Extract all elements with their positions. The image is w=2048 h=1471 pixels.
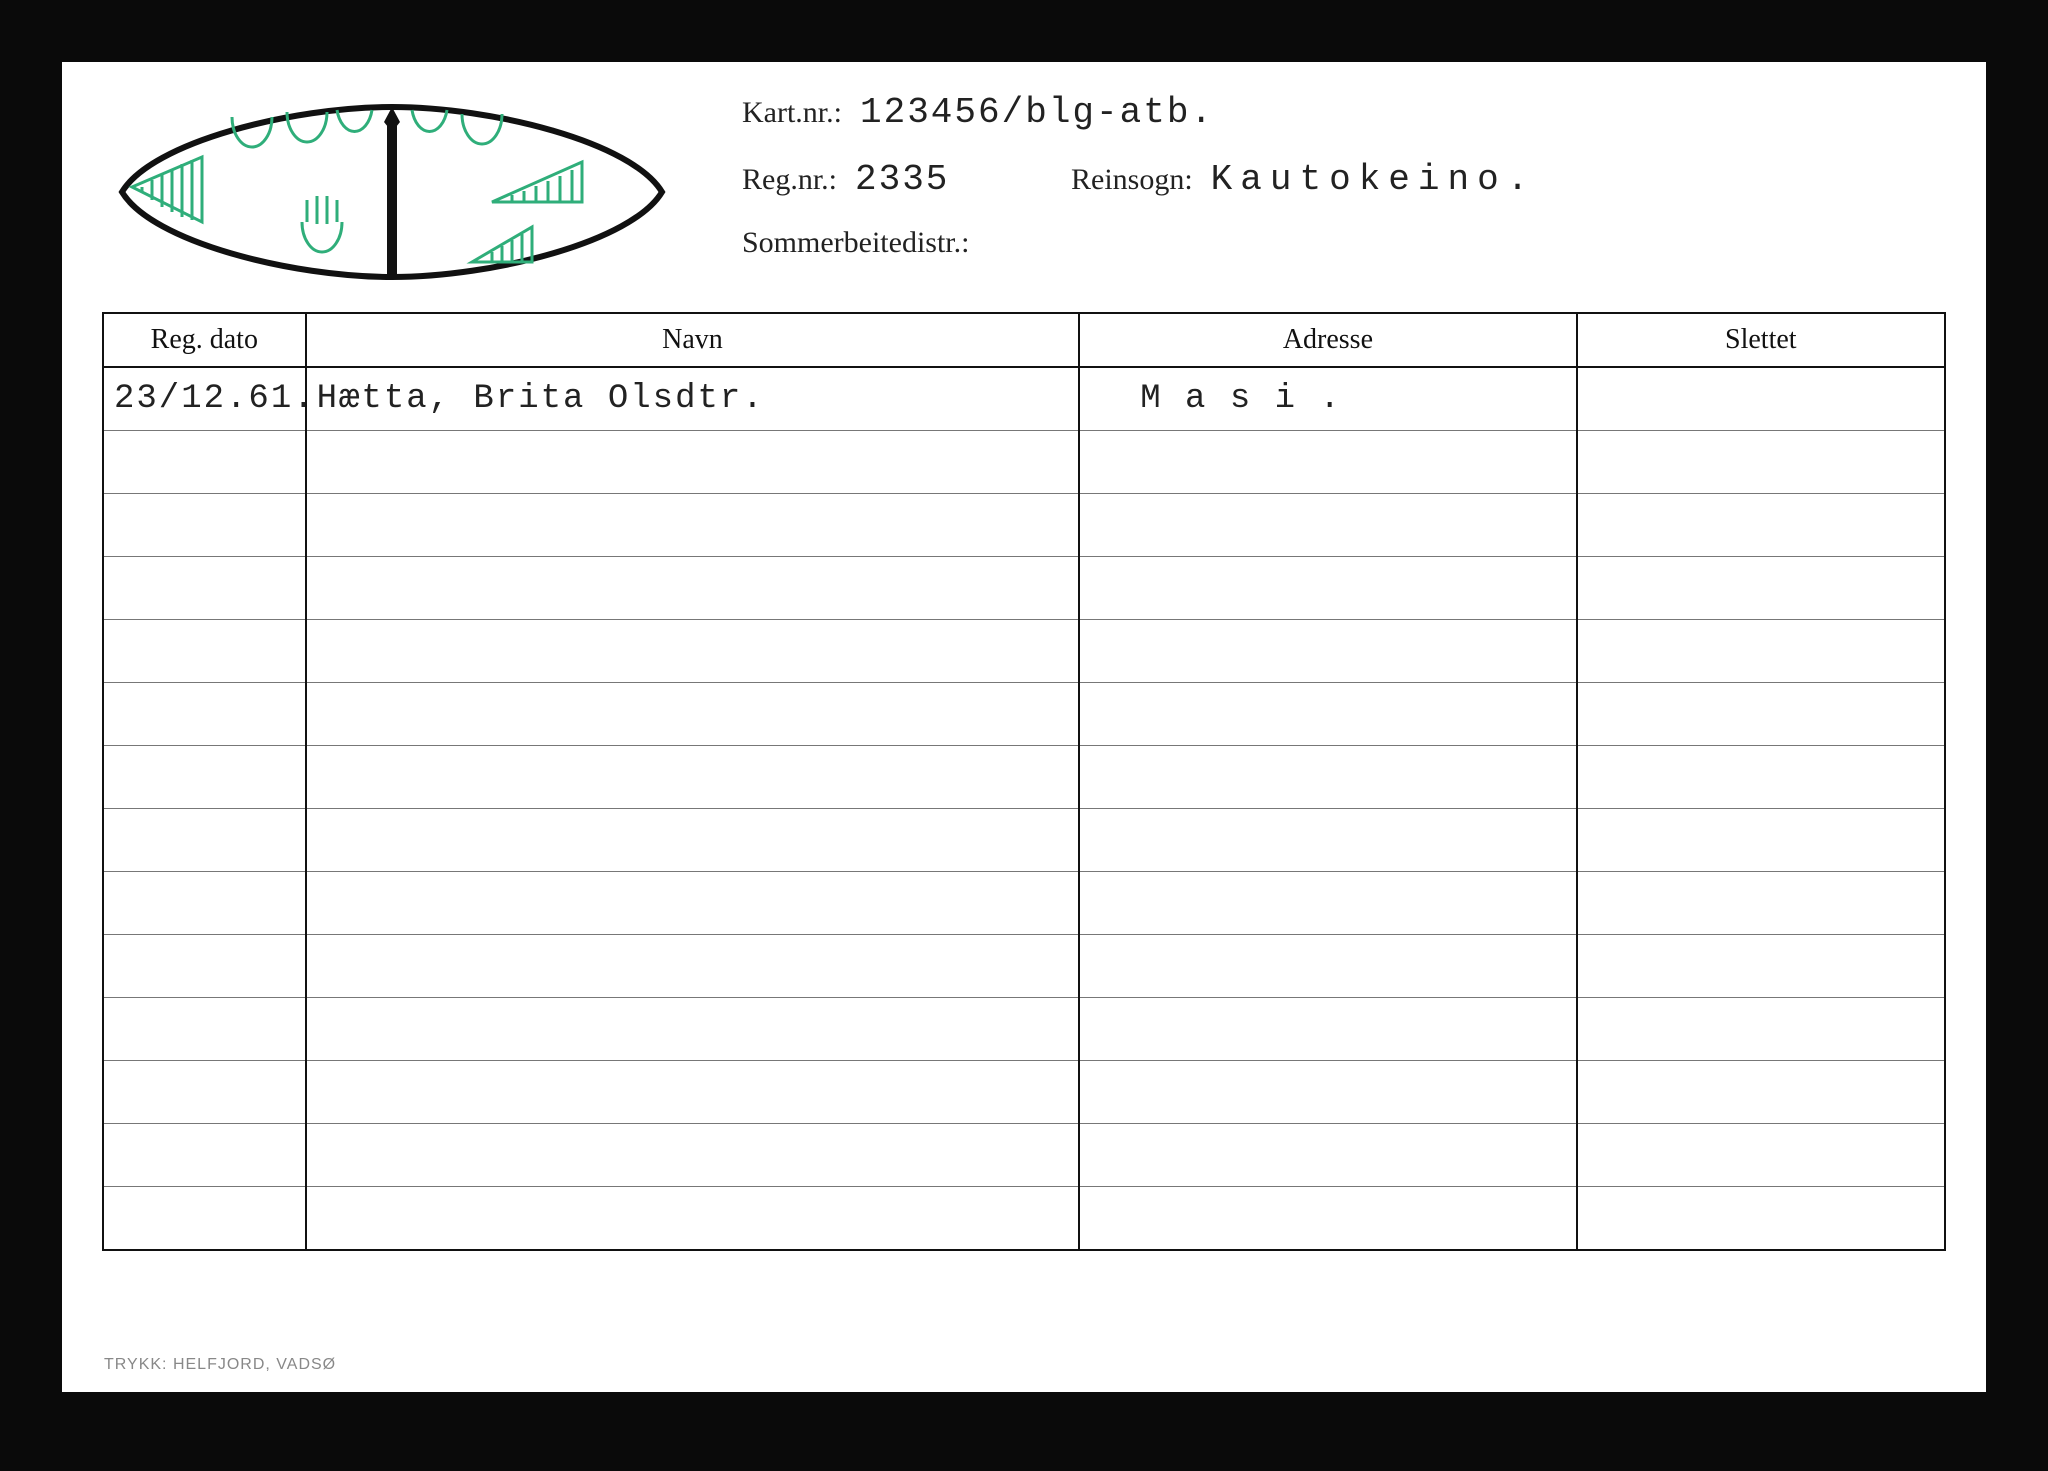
cell-navn — [306, 1187, 1080, 1251]
cell-navn — [306, 494, 1080, 557]
cell-adresse — [1079, 557, 1576, 620]
records-table: Reg. dato Navn Adresse Slettet 23/12.61.… — [102, 312, 1946, 1251]
table-row — [103, 998, 1945, 1061]
table-row — [103, 935, 1945, 998]
table-row — [103, 494, 1945, 557]
cell-slettet — [1577, 683, 1945, 746]
card-header: Kart.nr.: 123456/blg-atb. Reg.nr.: 2335 … — [62, 62, 1986, 312]
cell-slettet — [1577, 809, 1945, 872]
table-row — [103, 431, 1945, 494]
cell-slettet — [1577, 998, 1945, 1061]
cell-adresse — [1079, 431, 1576, 494]
cell-navn — [306, 809, 1080, 872]
cell-slettet — [1577, 494, 1945, 557]
cell-reg-dato — [103, 1187, 306, 1251]
col-adresse: Adresse — [1079, 313, 1576, 367]
label-kart-nr: Kart.nr.: — [742, 96, 842, 130]
col-reg-dato: Reg. dato — [103, 313, 306, 367]
cell-slettet — [1577, 1187, 1945, 1251]
field-reg-reinsogn: Reg.nr.: 2335 Reinsogn: Kautokeino. — [742, 159, 1946, 200]
value-reinsogn: Kautokeino. — [1211, 159, 1537, 200]
table-row — [103, 1124, 1945, 1187]
cell-navn — [306, 620, 1080, 683]
cell-navn — [306, 935, 1080, 998]
cell-reg-dato — [103, 557, 306, 620]
cell-reg-dato — [103, 1061, 306, 1124]
value-reg-nr: 2335 — [855, 159, 995, 200]
cell-navn — [306, 746, 1080, 809]
print-credit: TRYKK: HELFJORD, VADSØ — [104, 1356, 336, 1374]
label-reg-nr: Reg.nr.: — [742, 163, 837, 197]
cell-reg-dato — [103, 494, 306, 557]
table-row — [103, 557, 1945, 620]
cell-slettet — [1577, 620, 1945, 683]
cell-adresse — [1079, 683, 1576, 746]
cell-navn — [306, 683, 1080, 746]
cell-adresse — [1079, 1061, 1576, 1124]
cell-navn — [306, 557, 1080, 620]
earmark-icon — [112, 92, 672, 292]
cell-adresse — [1079, 809, 1576, 872]
cell-navn — [306, 998, 1080, 1061]
table-row — [103, 746, 1945, 809]
cell-adresse — [1079, 872, 1576, 935]
field-kart-nr: Kart.nr.: 123456/blg-atb. — [742, 92, 1946, 133]
cell-reg-dato — [103, 998, 306, 1061]
col-slettet: Slettet — [1577, 313, 1945, 367]
cell-slettet — [1577, 872, 1945, 935]
field-sommerbeite: Sommerbeitedistr.: — [742, 226, 1946, 260]
cell-reg-dato — [103, 1124, 306, 1187]
cell-navn — [306, 1124, 1080, 1187]
col-navn: Navn — [306, 313, 1080, 367]
table-header-row: Reg. dato Navn Adresse Slettet — [103, 313, 1945, 367]
cell-slettet — [1577, 1061, 1945, 1124]
cell-navn — [306, 872, 1080, 935]
cell-navn — [306, 1061, 1080, 1124]
cell-navn — [306, 431, 1080, 494]
cell-reg-dato — [103, 683, 306, 746]
cell-adresse — [1079, 620, 1576, 683]
label-sommerbeite: Sommerbeitedistr.: — [742, 226, 969, 260]
table-row: 23/12.61.Hætta, Brita Olsdtr.M a s i . — [103, 367, 1945, 431]
cell-adresse — [1079, 1124, 1576, 1187]
cell-slettet — [1577, 746, 1945, 809]
record-card: Kart.nr.: 123456/blg-atb. Reg.nr.: 2335 … — [62, 62, 1986, 1392]
cell-reg-dato — [103, 431, 306, 494]
label-reinsogn: Reinsogn: — [1071, 163, 1193, 197]
cell-reg-dato: 23/12.61. — [103, 367, 306, 431]
table-row — [103, 872, 1945, 935]
cell-slettet — [1577, 431, 1945, 494]
table-row — [103, 809, 1945, 872]
cell-reg-dato — [103, 620, 306, 683]
table-row — [103, 1187, 1945, 1251]
cell-reg-dato — [103, 872, 306, 935]
cell-slettet — [1577, 367, 1945, 431]
table-row — [103, 1061, 1945, 1124]
cell-reg-dato — [103, 935, 306, 998]
cell-adresse — [1079, 935, 1576, 998]
cell-reg-dato — [103, 746, 306, 809]
table-row — [103, 620, 1945, 683]
cell-navn: Hætta, Brita Olsdtr. — [306, 367, 1080, 431]
cell-adresse — [1079, 1187, 1576, 1251]
cell-adresse — [1079, 494, 1576, 557]
cell-adresse: M a s i . — [1079, 367, 1576, 431]
header-fields: Kart.nr.: 123456/blg-atb. Reg.nr.: 2335 … — [742, 92, 1946, 286]
cell-adresse — [1079, 746, 1576, 809]
value-kart-nr: 123456/blg-atb. — [860, 92, 1214, 133]
cell-reg-dato — [103, 809, 306, 872]
cell-slettet — [1577, 1124, 1945, 1187]
cell-slettet — [1577, 935, 1945, 998]
table-row — [103, 683, 1945, 746]
cell-adresse — [1079, 998, 1576, 1061]
cell-slettet — [1577, 557, 1945, 620]
